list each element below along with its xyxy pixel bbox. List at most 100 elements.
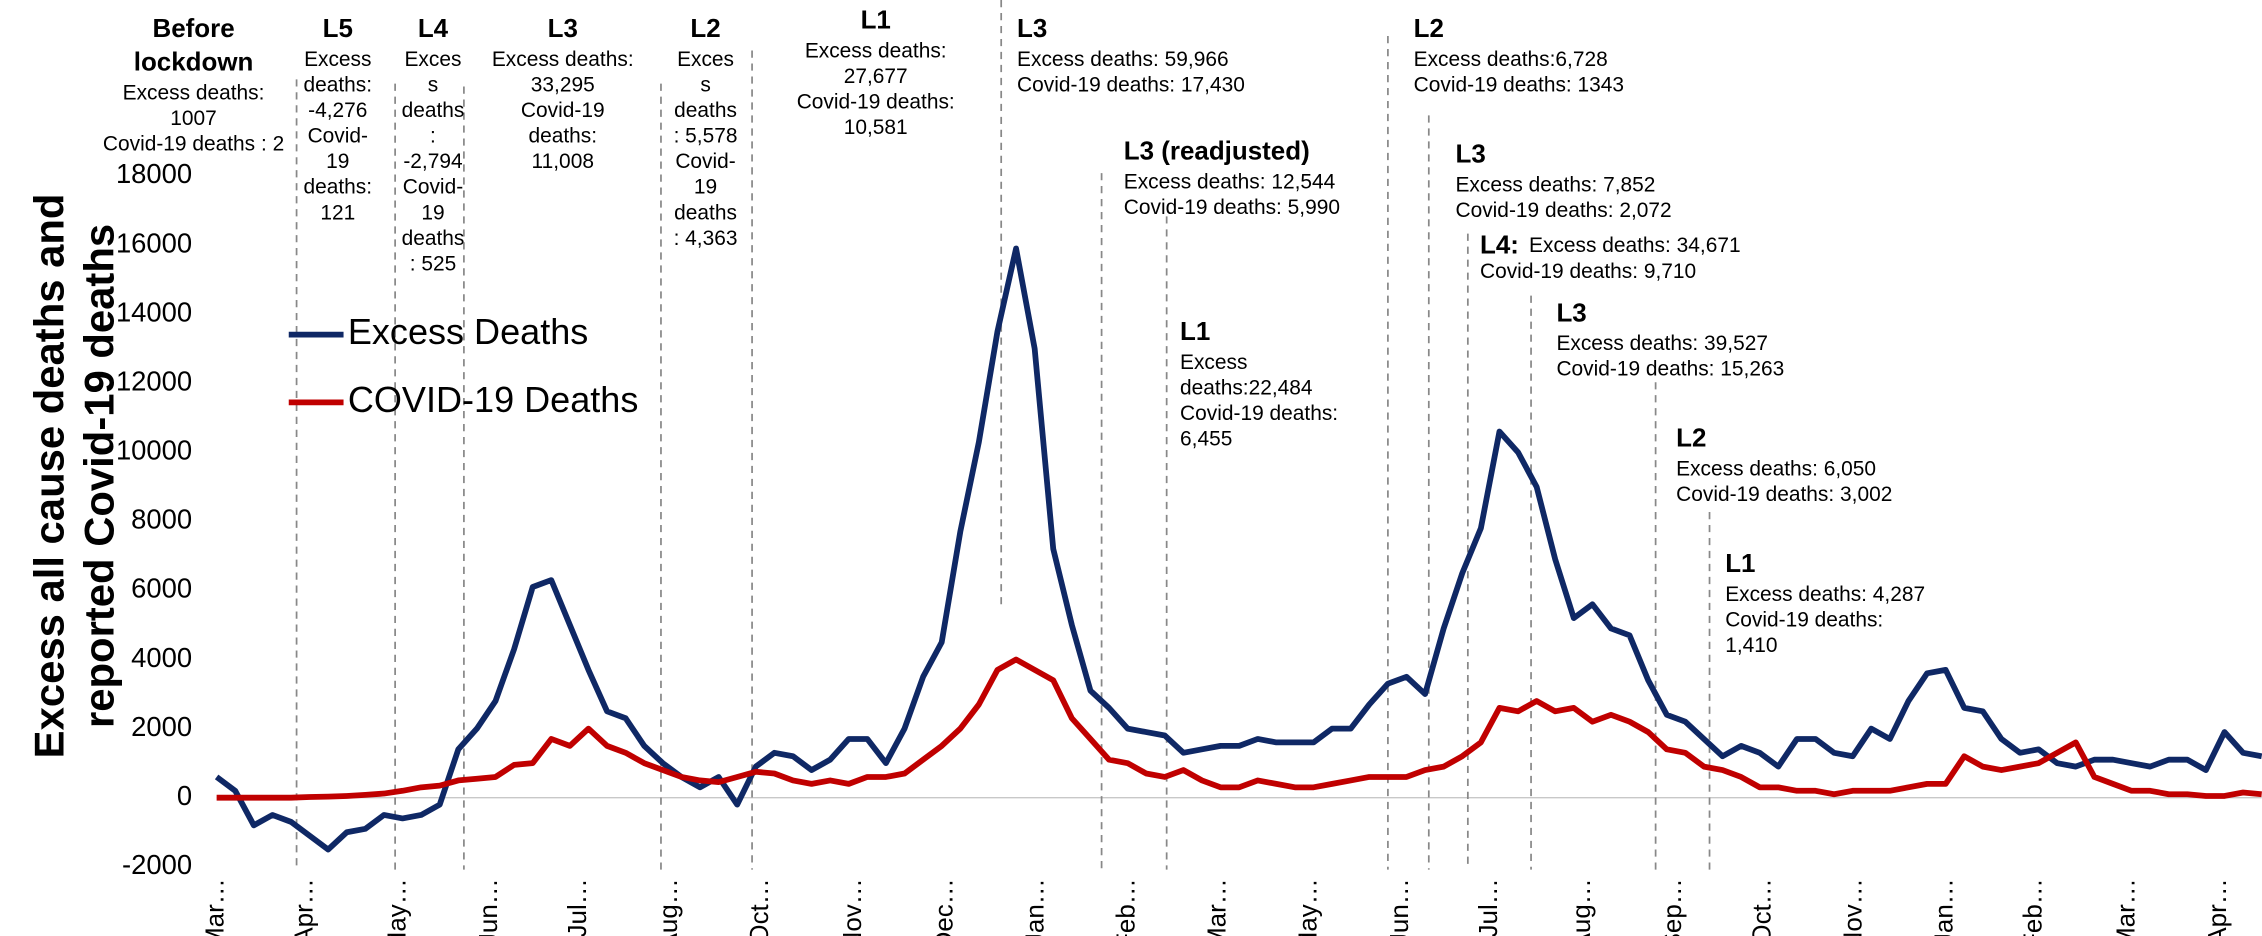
annotation-text: Excess — [1180, 351, 1247, 374]
annotation-text: Covid-19 deaths: 1343 — [1414, 74, 1624, 97]
annotation-title: L3 — [1556, 299, 1586, 327]
annotation-title: L3 — [1455, 141, 1485, 169]
annotation-text: Excess deaths: 34,671 — [1529, 234, 1741, 257]
annotation-text: Covid-19 deaths: 5,990 — [1124, 196, 1340, 219]
x-tick-label: Mar… — [1204, 878, 1232, 936]
annotation-text: Covid- — [308, 125, 368, 148]
annotation-text: 11,008 — [532, 150, 594, 173]
series-line — [214, 245, 2262, 853]
y-tick-label: 12000 — [116, 365, 192, 396]
x-tick-label: Aug… — [655, 878, 683, 936]
y-axis-title-line: Excess all cause deaths and — [25, 194, 72, 759]
annotation-text: : 5,578 — [674, 125, 738, 148]
x-tick-label: Aug… — [1568, 878, 1596, 936]
annotation-text: deaths: — [303, 74, 372, 97]
annotation-text: Covid-19 deaths: 17,430 — [1017, 74, 1245, 97]
annotation-text: 19 — [421, 201, 444, 224]
annotation-text: Exces — [404, 48, 461, 71]
x-tick-label: Mar… — [201, 878, 229, 936]
annotation-text: Covid-19 deaths: 15,263 — [1556, 358, 1784, 381]
annotation-text: Excess deaths: — [492, 48, 634, 71]
annotation-title: L4 — [418, 15, 449, 43]
annotation-title: L4: — [1480, 231, 1519, 259]
annotation-text: -4,276 — [308, 99, 367, 122]
annotation-text: Covid-19 deaths: 9,710 — [1480, 260, 1696, 283]
x-tick-label: May… — [1295, 878, 1323, 936]
annotation-title: lockdown — [134, 48, 254, 76]
x-tick-label: Feb… — [1112, 878, 1140, 936]
x-tick-label: Oct… — [1748, 878, 1776, 936]
x-tick-label: Dec… — [930, 878, 958, 936]
annotation-text: deaths — [674, 201, 737, 224]
x-tick-label: Jun… — [1386, 878, 1414, 936]
annotation-text: deaths: — [528, 125, 597, 148]
x-tick-label: Apr… — [291, 878, 319, 936]
annotation-title: L2 — [1414, 15, 1444, 43]
x-tick-label: Nov… — [1839, 878, 1867, 936]
x-tick-label: Jan… — [1021, 878, 1049, 936]
annotation-text: Excess deaths: 4,287 — [1725, 583, 1925, 606]
y-tick-label: 6000 — [131, 573, 192, 604]
annotation-title: L2 — [690, 15, 720, 43]
annotation-text: 1007 — [170, 107, 217, 130]
annotation-text: : 525 — [410, 252, 456, 275]
legend-label: Excess Deaths — [348, 311, 588, 352]
annotation-text: 6,455 — [1180, 428, 1232, 451]
annotation-text: Excess deaths: 39,527 — [1556, 332, 1768, 355]
annotation-text: Excess deaths: 59,966 — [1017, 48, 1229, 71]
annotation-title: L5 — [323, 15, 353, 43]
annotation-title: L3 (readjusted) — [1124, 138, 1310, 166]
x-tick-label: May… — [384, 878, 412, 936]
annotation-title: Before — [152, 15, 234, 43]
x-tick-label: Jan… — [1931, 878, 1959, 936]
annotation-text: s — [428, 74, 438, 97]
annotation-text: -2,794 — [403, 150, 463, 173]
y-tick-label: -2000 — [122, 849, 192, 880]
annotation-title: L1 — [1180, 318, 1210, 346]
annotation-text: Covid- — [403, 176, 463, 199]
y-tick-label: 10000 — [116, 435, 192, 466]
annotation-text: deaths:22,484 — [1180, 376, 1313, 399]
annotation-text: s — [700, 74, 710, 97]
annotation-text: deaths — [402, 227, 465, 250]
annotation-title: L3 — [1017, 15, 1047, 43]
x-tick-label: Sep… — [1659, 878, 1687, 936]
annotation-text: Covid-19 deaths: — [1725, 609, 1883, 632]
annotation-text: 19 — [694, 176, 717, 199]
annotation-text: Excess deaths: 6,050 — [1676, 458, 1876, 481]
x-tick-label: Nov… — [839, 878, 867, 936]
y-tick-label: 0 — [177, 780, 192, 811]
annotation-text: deaths — [674, 99, 737, 122]
x-tick-label: Apr… — [2204, 878, 2232, 936]
annotation-text: deaths — [402, 99, 465, 122]
annotation-text: 1,410 — [1725, 634, 1777, 657]
annotation-text: Covid- — [675, 150, 735, 173]
y-tick-label: 14000 — [116, 296, 192, 327]
y-tick-label: 16000 — [116, 227, 192, 258]
y-axis-title: Excess all cause deaths and reported Cov… — [25, 194, 122, 759]
y-tick-label: 8000 — [131, 504, 192, 535]
x-tick-label: Jul… — [1475, 878, 1503, 936]
annotation-text: 10,581 — [844, 116, 908, 139]
annotation-text: : — [430, 125, 436, 148]
y-tick-label: 4000 — [131, 642, 192, 673]
annotation-text: Excess — [304, 48, 371, 71]
annotation-text: 19 — [326, 150, 349, 173]
y-tick-label: 18000 — [116, 158, 192, 189]
annotation-text: Excess deaths: — [805, 39, 947, 62]
y-axis-title-line: reported Covid-19 deaths — [76, 224, 123, 728]
annotation-text: Covid-19 deaths: — [797, 91, 955, 114]
x-tick-label: Jun… — [475, 878, 503, 936]
annotation-text: Excess deaths:6,728 — [1414, 48, 1608, 71]
x-tick-label: Feb… — [2020, 878, 2048, 936]
annotation-text: : 4,363 — [674, 227, 738, 250]
annotation-text: Exces — [677, 48, 734, 71]
annotation-title: L1 — [861, 6, 891, 34]
annotation-text: Covid-19 deaths : 2 — [103, 132, 284, 155]
annotation-title: L3 — [548, 15, 578, 43]
x-tick-label: Oct… — [746, 878, 774, 936]
annotation-text: Covid-19 deaths: 3,002 — [1676, 483, 1892, 506]
annotation-text: Excess deaths: 12,544 — [1124, 171, 1336, 194]
annotation-text: Covid-19 deaths: — [1180, 402, 1338, 425]
